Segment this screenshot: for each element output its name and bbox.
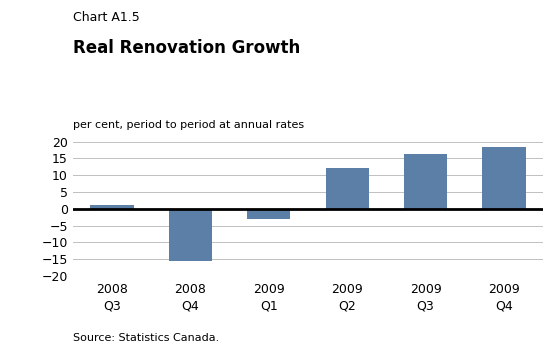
Bar (404, 154, 447, 209)
Bar (169, 209, 212, 261)
Bar (325, 168, 368, 209)
Text: per cent, period to period at annual rates: per cent, period to period at annual rat… (73, 120, 304, 130)
Text: Chart A1.5: Chart A1.5 (73, 11, 139, 24)
Bar (91, 205, 133, 209)
Bar (247, 209, 290, 219)
Text: Source: Statistics Canada.: Source: Statistics Canada. (73, 333, 219, 343)
Text: Real Renovation Growth: Real Renovation Growth (73, 39, 300, 57)
Bar (482, 147, 525, 209)
